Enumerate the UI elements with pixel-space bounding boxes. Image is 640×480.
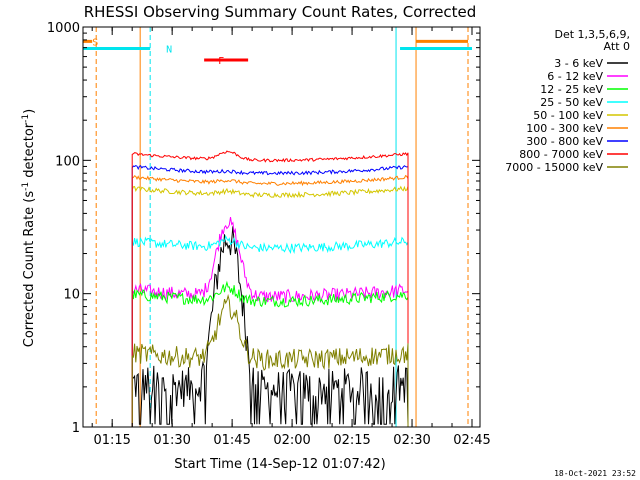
legend-label-1: 6 - 12 keV [547, 70, 603, 83]
x-tick-label: 01:30 [153, 433, 190, 448]
series-line-8 [131, 293, 409, 427]
legend-label-8: 7000 - 15000 keV [505, 161, 603, 174]
series-line-6 [131, 165, 409, 427]
plot-frame [82, 26, 481, 428]
x-tick-label: 02:15 [333, 433, 370, 448]
legend-label-6: 300 - 800 keV [526, 135, 603, 148]
legend-label-4: 50 - 100 keV [533, 109, 603, 122]
x-axis-label: Start Time (14-Sep-12 01:07:42) [174, 457, 385, 472]
legend-label-2: 12 - 25 keV [540, 83, 603, 96]
series-line-3 [131, 234, 409, 427]
plot-area: S N F [83, 27, 473, 427]
legend-label-3: 25 - 50 keV [540, 96, 603, 109]
legend-header-line2: Att 0 [604, 40, 630, 53]
flag-label-n: N [166, 44, 172, 55]
y-axis-label-exp2: -1 [21, 114, 31, 123]
chart-title: RHESSI Observing Summary Count Rates, Co… [84, 3, 477, 21]
series-line-5 [131, 174, 409, 427]
y-tick-label: 1 [72, 421, 80, 436]
y-axis-label-main: Corrected Count Rate (s [22, 191, 37, 348]
y-tick-label: 1000 [47, 21, 80, 36]
series-layer [131, 150, 409, 427]
y-axis-label-end: ) [22, 109, 37, 114]
y-tick-label: 100 [55, 154, 80, 169]
y-axis-label: Corrected Count Rate (s-1 detector-1) [21, 109, 37, 347]
x-tick-label: 01:15 [93, 433, 130, 448]
series-line-4 [131, 185, 409, 427]
series-line-0 [131, 226, 409, 427]
footer-date: 18-Oct-2021 23:52 [554, 469, 636, 478]
series-line-2 [131, 280, 409, 427]
legend-label-7: 800 - 7000 keV [519, 148, 603, 161]
x-tick-label: 01:45 [213, 433, 250, 448]
series-line-7 [131, 150, 409, 427]
y-axis-label-exp1: -1 [21, 182, 31, 191]
x-tick-label: 02:30 [393, 433, 430, 448]
x-tick-label: 02:00 [273, 433, 310, 448]
legend-header-line1: Det 1,3,5,6,9, [554, 28, 630, 41]
y-tick-label: 10 [63, 288, 80, 303]
legend-label-0: 3 - 6 keV [554, 57, 603, 70]
y-axis-label-mid: detector [22, 122, 37, 182]
legend-label-5: 100 - 300 keV [526, 122, 603, 135]
flag-label-f: F [218, 56, 224, 67]
axes-layer: 1 10 100 1000 01:15 01:30 01:45 02:00 02:15 02:30… [47, 21, 491, 448]
flag-label-s: S [92, 37, 98, 48]
x-tick-label: 02:45 [453, 433, 490, 448]
series-line-1 [131, 217, 409, 427]
